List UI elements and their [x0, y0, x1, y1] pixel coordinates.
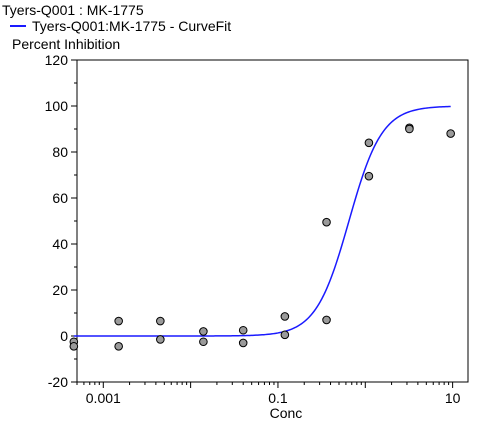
y-tick-label: 80 [52, 144, 68, 160]
data-point [156, 316, 165, 326]
y-tick-label: 60 [52, 190, 68, 206]
y-tick-label: 0 [60, 328, 68, 344]
data-point [405, 124, 414, 134]
data-point [69, 342, 79, 351]
x-tick-label: 10 [445, 390, 461, 406]
data-point [280, 312, 290, 321]
legend-label: Tyers-Q001:MK-1775 - CurveFit [32, 18, 232, 34]
data-point [364, 138, 374, 148]
y-tick-label: -20 [48, 374, 68, 390]
data-point [199, 327, 208, 336]
x-tick-label: 0.001 [86, 390, 121, 406]
y-tick-label: 120 [45, 52, 69, 68]
legend-line-swatch [10, 25, 26, 27]
fit-curve-line [73, 105, 451, 337]
x-tick-label: 0.1 [268, 390, 288, 406]
data-point [280, 330, 290, 340]
y-tick-label: 100 [45, 98, 69, 114]
data-point [364, 171, 374, 181]
chart-title: Tyers-Q001 : MK-1775 [2, 2, 144, 18]
data-point [156, 335, 165, 344]
data-point [238, 325, 248, 335]
y-tick-label: 20 [52, 282, 68, 298]
data-point [114, 316, 123, 326]
data-point [199, 337, 208, 347]
y-tick-label: 40 [52, 236, 68, 252]
data-point [322, 315, 331, 325]
x-axis-title: Conc [270, 405, 303, 421]
legend: Tyers-Q001:MK-1775 - CurveFit [10, 18, 231, 34]
data-point [114, 342, 123, 351]
data-point [238, 338, 248, 348]
data-point [446, 129, 455, 138]
y-axis-title: Percent Inhibition [12, 36, 121, 52]
data-point [322, 217, 331, 227]
